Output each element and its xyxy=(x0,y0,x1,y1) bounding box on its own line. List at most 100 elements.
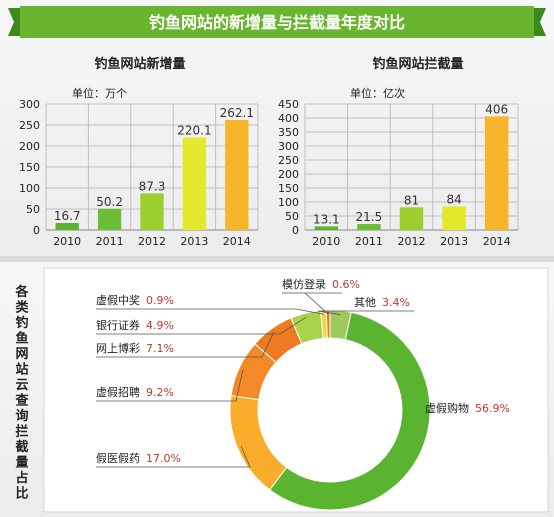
donut-label-value: 9.2% xyxy=(146,386,174,399)
pie-title-char: 询 xyxy=(15,408,28,424)
donut-leader-line xyxy=(96,446,251,468)
banner: 钓鱼网站的新增量与拦截量年度对比 xyxy=(8,6,546,38)
chart1-bar-2013 xyxy=(182,137,207,230)
chart1-ytick-label: 150 xyxy=(19,161,40,174)
banner-right-tail xyxy=(534,8,546,36)
pie-title-char: 鱼 xyxy=(15,331,28,347)
donut-label-name: 虚假招聘 xyxy=(96,385,140,399)
donut-slice-1 xyxy=(269,311,431,511)
chart1-bar-2012 xyxy=(140,193,164,230)
chart1-xtick-label: 2011 xyxy=(96,235,124,248)
pie-title-char: 网 xyxy=(15,347,28,362)
pie-title-char: 量 xyxy=(15,456,28,471)
chart2-bar-2010 xyxy=(314,226,339,230)
chart2-xtick-label: 2014 xyxy=(483,235,511,248)
donut-slice-7 xyxy=(325,309,331,339)
chart1-ytick-label: 100 xyxy=(19,182,40,195)
donut-label-value: 4.9% xyxy=(146,319,174,332)
pie-title-char: 云 xyxy=(15,378,28,393)
chart2-xtick-label: 2011 xyxy=(355,235,383,248)
chart2-value-label: 84 xyxy=(446,192,461,206)
chart1-xtick-label: 2010 xyxy=(53,235,81,248)
donut-label-name: 模仿登录 xyxy=(282,277,326,291)
pie-title-char: 拦 xyxy=(15,424,28,440)
chart2-ytick-label: 300 xyxy=(278,140,299,153)
chart1-value-label: 220.1 xyxy=(177,124,211,138)
chart2-value-label: 13.1 xyxy=(313,212,340,226)
chart1-bar-2014 xyxy=(225,119,249,230)
donut-leader-line xyxy=(96,369,244,402)
chart1-ytick-label: 50 xyxy=(26,203,40,216)
donut-label-value: 3.4% xyxy=(382,296,410,309)
pie-title-char: 类 xyxy=(15,300,29,316)
donut-label-name: 银行证券 xyxy=(96,318,140,332)
chart2-ytick-label: 400 xyxy=(278,112,299,125)
chart2-ytick-label: 0 xyxy=(292,224,299,237)
chart1-ytick-label: 0 xyxy=(33,224,40,237)
chart2-value-label: 81 xyxy=(404,193,419,207)
chart1-bar-2010 xyxy=(55,222,79,230)
donut-leader-line xyxy=(96,308,324,315)
pie-title-char: 占 xyxy=(15,470,28,486)
chart2-xtick-label: 2013 xyxy=(440,235,468,248)
chart2-bar-2014 xyxy=(484,116,509,230)
pie-title-char: 截 xyxy=(15,439,28,455)
chart2-ytick-label: 50 xyxy=(285,210,299,223)
donut-label-value: 56.9% xyxy=(475,402,510,415)
chart1-ytick-label: 250 xyxy=(19,119,40,132)
donut-leader-line xyxy=(96,316,307,335)
donut-leader-line xyxy=(304,292,329,315)
category-share-donut-chart: 虚假购物 56.9% 假医假药 17.0% 虚假招聘 9.2% 网上博彩 7.1% 银行证券 4.… xyxy=(96,277,510,511)
chart2-ytick-label: 150 xyxy=(278,182,299,195)
chart2-xtick-label: 2010 xyxy=(312,235,340,248)
chart1-value-label: 262.1 xyxy=(220,106,254,120)
banner-title: 钓鱼网站的新增量与拦截量年度对比 xyxy=(149,13,405,32)
chart1-title: 钓鱼网站新增量 xyxy=(94,56,185,72)
chart2-value-label: 21.5 xyxy=(356,210,383,224)
donut-label-value: 0.9% xyxy=(146,294,174,307)
chart1-ytick-label: 200 xyxy=(19,140,40,153)
chart1-unit-label: 单位：万个 xyxy=(72,86,127,100)
donut-label-name: 网上博彩 xyxy=(96,342,140,355)
donut-label-name: 虚假中奖 xyxy=(96,293,140,307)
donut-slice-8 xyxy=(329,309,352,341)
section-divider xyxy=(0,256,554,262)
new-sites-bar-chart: 钓鱼网站新增量 单位：万个 0 50 100 150 200 250 300 16.7 2010… xyxy=(19,56,259,248)
banner-band xyxy=(20,6,534,38)
pie-title-char: 站 xyxy=(15,362,28,378)
chart2-bar-2013 xyxy=(442,206,466,230)
donut-leader-line xyxy=(317,310,414,315)
chart1-value-label: 87.3 xyxy=(139,179,166,193)
chart1-value-label: 16.7 xyxy=(54,209,81,223)
chart1-bar-2011 xyxy=(97,208,122,230)
chart2-ytick-label: 200 xyxy=(278,168,299,181)
chart1-value-label: 50.2 xyxy=(96,195,123,209)
pie-title-char: 查 xyxy=(14,393,29,409)
donut-label-value: 17.0% xyxy=(146,452,181,465)
donut-label-name: 假医假药 xyxy=(96,451,140,465)
chart1-xtick-label: 2013 xyxy=(180,235,208,248)
blocked-visits-bar-chart: 钓鱼网站拦截量 单位：亿次 05010015020025030035040045… xyxy=(278,56,519,248)
pie-title-char: 比 xyxy=(15,486,28,502)
chart2-bar-2011 xyxy=(357,223,381,230)
chart1-xtick-label: 2014 xyxy=(223,235,251,248)
chart1-ytick-label: 300 xyxy=(19,98,40,111)
chart2-ytick-label: 250 xyxy=(278,154,299,167)
chart2-title: 钓鱼网站拦截量 xyxy=(372,56,463,72)
top-panel xyxy=(0,0,554,258)
donut-label-value: 7.1% xyxy=(146,342,174,355)
donut-leader-line xyxy=(96,331,275,358)
chart2-bar-2012 xyxy=(399,207,424,230)
chart2-ytick-label: 350 xyxy=(278,126,299,139)
chart1-xtick-label: 2012 xyxy=(138,235,166,248)
banner-left-tail xyxy=(8,8,20,36)
chart2-ytick-label: 450 xyxy=(278,98,299,111)
donut-label-value: 0.6% xyxy=(332,278,360,291)
chart2-ytick-label: 100 xyxy=(278,196,299,209)
chart2-xtick-label: 2012 xyxy=(398,235,426,248)
chart2-value-label: 406 xyxy=(485,102,508,116)
chart2-unit-label: 单位：亿次 xyxy=(350,86,405,100)
donut-label-name: 虚假购物 xyxy=(425,401,469,415)
